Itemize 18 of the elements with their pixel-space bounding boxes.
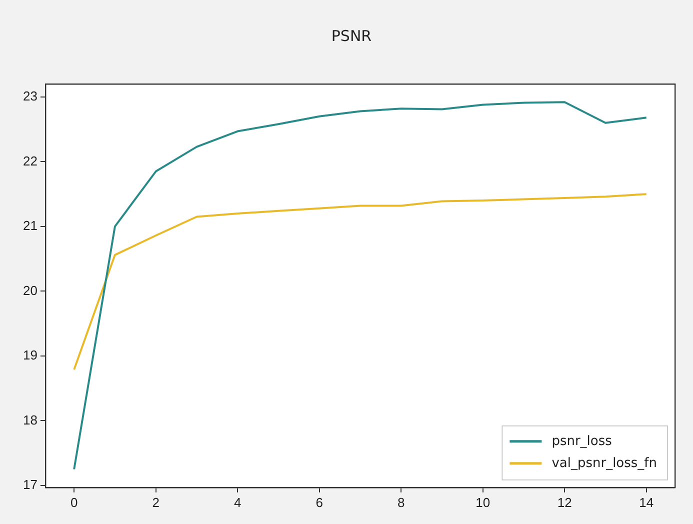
x-tick-label: 12 bbox=[557, 494, 572, 510]
y-tick-label: 17 bbox=[22, 477, 38, 492]
x-tick-label: 10 bbox=[476, 494, 490, 510]
y-tick-label: 21 bbox=[22, 218, 38, 234]
y-tick-label: 18 bbox=[22, 412, 38, 428]
y-tick-label: 22 bbox=[22, 153, 38, 168]
chart-title: PSNR bbox=[331, 26, 372, 45]
y-tick-label: 23 bbox=[22, 88, 38, 104]
x-tick-label: 4 bbox=[234, 494, 242, 510]
y-tick-label: 19 bbox=[22, 348, 38, 363]
x-tick-label: 6 bbox=[316, 494, 323, 510]
legend-label: psnr_loss bbox=[552, 434, 612, 449]
legend-label: val_psnr_loss_fn bbox=[552, 456, 658, 471]
x-tick-label: 2 bbox=[152, 494, 160, 510]
y-tick-label: 20 bbox=[22, 282, 38, 298]
x-tick-label: 0 bbox=[70, 494, 78, 510]
x-tick-label: 8 bbox=[397, 494, 405, 510]
x-tick-label: 14 bbox=[639, 494, 654, 510]
